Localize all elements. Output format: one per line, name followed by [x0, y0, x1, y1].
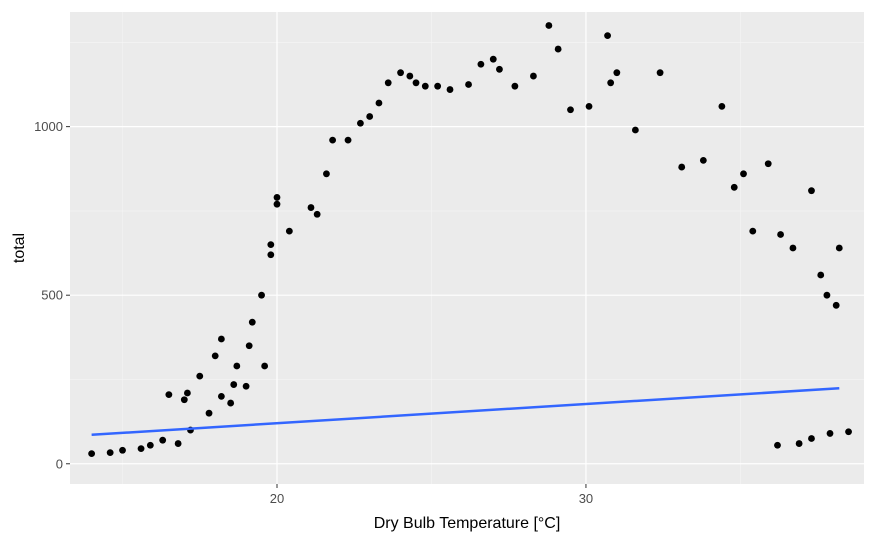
- data-point: [740, 170, 747, 178]
- data-point: [344, 136, 352, 144]
- y-tick-label: 1000: [34, 119, 63, 134]
- data-point: [817, 271, 825, 279]
- data-point: [273, 200, 281, 208]
- data-point: [196, 372, 204, 380]
- data-point: [749, 227, 757, 235]
- data-point: [656, 69, 664, 77]
- data-point: [217, 392, 225, 400]
- data-point: [730, 183, 738, 191]
- trend-line: [91, 387, 840, 437]
- data-point: [205, 409, 213, 417]
- data-point: [357, 119, 364, 127]
- data-point: [397, 69, 404, 77]
- data-point: [845, 428, 852, 436]
- data-point: [267, 241, 275, 249]
- data-point: [774, 441, 781, 449]
- data-point: [174, 440, 182, 447]
- data-point: [412, 79, 420, 87]
- data-point: [159, 436, 167, 444]
- data-point: [261, 362, 269, 370]
- data-point: [832, 301, 840, 309]
- data-point: [106, 449, 114, 457]
- x-tick-label: 20: [270, 491, 284, 506]
- data-point: [119, 446, 126, 454]
- data-point: [217, 335, 225, 343]
- data-point: [465, 81, 472, 88]
- data-point: [826, 430, 834, 437]
- data-point: [230, 381, 238, 388]
- data-point: [137, 445, 145, 452]
- data-point: [146, 441, 154, 449]
- data-point: [375, 99, 383, 107]
- data-point: [384, 79, 392, 87]
- data-point: [366, 113, 374, 120]
- data-point: [406, 72, 414, 80]
- data-point: [446, 86, 454, 93]
- data-point: [613, 69, 621, 77]
- data-point: [285, 227, 293, 235]
- data-point: [245, 342, 253, 350]
- data-point: [554, 45, 562, 53]
- data-point: [434, 82, 442, 90]
- grid-major: [70, 12, 864, 484]
- data-point: [789, 244, 797, 252]
- data-point: [607, 79, 615, 87]
- data-point: [184, 389, 191, 397]
- data-point: [764, 160, 772, 168]
- data-point: [421, 82, 429, 90]
- data-point: [631, 126, 639, 134]
- data-point: [808, 187, 815, 195]
- data-point: [307, 204, 315, 211]
- data-point: [267, 251, 275, 259]
- y-tick-label: 500: [41, 288, 63, 303]
- data-point: [585, 103, 593, 110]
- data-point: [795, 440, 803, 447]
- data-point: [165, 391, 173, 399]
- data-point: [835, 244, 843, 252]
- data-point: [567, 106, 574, 114]
- data-point: [808, 435, 815, 442]
- y-axis-title: total: [11, 233, 28, 263]
- data-point: [511, 82, 519, 90]
- trend-line-segment: [91, 387, 840, 437]
- data-point: [233, 362, 241, 370]
- data-point: [329, 136, 337, 144]
- data-point: [477, 60, 485, 68]
- data-point: [248, 318, 256, 326]
- data-points: [88, 22, 852, 458]
- data-point: [718, 103, 726, 110]
- data-point: [699, 156, 707, 164]
- data-point: [88, 450, 96, 458]
- y-tick-label: 0: [56, 456, 63, 471]
- x-axis-title: Dry Bulb Temperature [°C]: [374, 515, 561, 532]
- grid-minor: [70, 12, 864, 484]
- data-point: [777, 231, 784, 238]
- axis-ticks: [66, 126, 587, 488]
- data-point: [211, 352, 219, 360]
- data-point: [313, 210, 321, 218]
- x-tick-label: 30: [579, 491, 593, 506]
- data-point: [180, 396, 188, 404]
- data-point: [489, 55, 497, 63]
- data-point: [604, 32, 611, 39]
- data-point: [258, 291, 265, 299]
- axis-labels: 20 30 0 500 1000: [34, 119, 593, 506]
- data-point: [496, 65, 503, 73]
- data-point: [823, 291, 831, 299]
- data-point: [273, 194, 281, 201]
- data-point: [227, 399, 235, 407]
- data-point: [678, 163, 686, 171]
- data-point: [323, 170, 330, 178]
- data-point: [545, 22, 553, 29]
- data-point: [530, 72, 537, 80]
- data-point: [242, 382, 250, 390]
- plot-panel: [70, 12, 864, 484]
